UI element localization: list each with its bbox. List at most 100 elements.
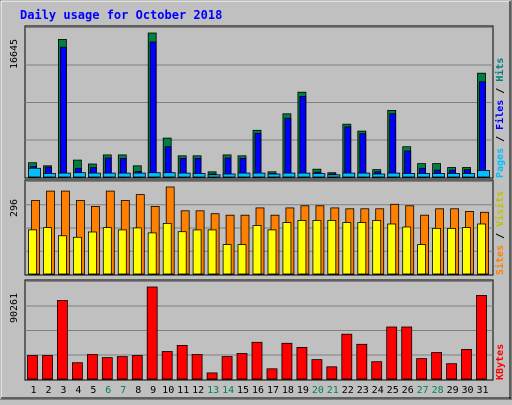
bar-kbytes-kbytes-24 bbox=[371, 361, 383, 380]
ylabel-separator: / bbox=[495, 130, 506, 148]
panel-kbytes: 90261 KBytes bbox=[9, 279, 506, 381]
bar-hits-pages-1 bbox=[28, 167, 41, 178]
bar-hits-pages-27 bbox=[417, 173, 431, 178]
bar-visits-sites-2 bbox=[43, 227, 52, 275]
bar-hits-pages-19 bbox=[297, 172, 311, 178]
bar-hits-pages-12 bbox=[192, 173, 206, 178]
bar-kbytes-kbytes-19 bbox=[296, 346, 308, 380]
bar-hits-files-19 bbox=[299, 96, 307, 178]
x-tick-label-9: 9 bbox=[150, 385, 156, 396]
x-tick-label-27: 27 bbox=[417, 385, 429, 396]
bar-kbytes-kbytes-29 bbox=[446, 363, 458, 380]
x-tick-label-8: 8 bbox=[135, 385, 141, 396]
bar-kbytes-kbytes-31 bbox=[476, 294, 487, 380]
bar-kbytes-kbytes-30 bbox=[461, 348, 472, 380]
bar-visits-sites-23 bbox=[357, 222, 367, 275]
ylabel-separator: / bbox=[495, 82, 506, 100]
bar-kbytes-kbytes-26 bbox=[401, 326, 413, 380]
bar-hits-pages-7 bbox=[117, 172, 131, 178]
bar-hits-pages-14 bbox=[222, 173, 236, 178]
x-tick-label-1: 1 bbox=[30, 385, 36, 396]
bar-hits-files-22 bbox=[344, 126, 352, 178]
x-tick-label-19: 19 bbox=[297, 385, 309, 396]
x-tick-label-21: 21 bbox=[327, 385, 339, 396]
bar-kbytes-kbytes-7 bbox=[116, 356, 128, 380]
bar-hits-files-25 bbox=[389, 113, 397, 178]
bar-kbytes-kbytes-2 bbox=[42, 355, 53, 380]
bar-hits-pages-25 bbox=[387, 172, 401, 178]
bar-kbytes-kbytes-28 bbox=[431, 352, 443, 380]
x-tick-label-25: 25 bbox=[387, 385, 399, 396]
bar-kbytes-kbytes-23 bbox=[356, 343, 368, 380]
bar-hits-pages-3 bbox=[58, 172, 71, 178]
bar-kbytes-kbytes-15 bbox=[236, 353, 248, 380]
x-tick-label-14: 14 bbox=[222, 385, 234, 396]
x-tick-label-16: 16 bbox=[252, 385, 264, 396]
bar-hits-pages-5 bbox=[88, 172, 101, 178]
ylabel-part-pages: Pages bbox=[495, 148, 506, 178]
bar-kbytes-kbytes-16 bbox=[251, 341, 263, 380]
x-tick-label-23: 23 bbox=[357, 385, 369, 396]
bar-kbytes-kbytes-13 bbox=[206, 372, 218, 380]
ylabel-part-kbytes: KBytes bbox=[495, 344, 506, 380]
bar-visits-sites-8 bbox=[132, 227, 142, 275]
x-tick-label-15: 15 bbox=[237, 385, 249, 396]
bar-kbytes-kbytes-22 bbox=[341, 333, 353, 380]
bar-kbytes-kbytes-20 bbox=[311, 359, 323, 380]
bar-hits-pages-24 bbox=[372, 173, 386, 178]
x-axis-labels: 1 2 3 4 5 6 7 8 9 10 11 12 13 14 15 16 17 18 19 20 21 22 23 24 2… bbox=[30, 385, 488, 396]
x-tick-label-18: 18 bbox=[282, 385, 294, 396]
bar-visits-sites-3 bbox=[58, 235, 67, 275]
ylabel-part-hits: Hits bbox=[494, 58, 506, 82]
x-tick-label-10: 10 bbox=[162, 385, 174, 396]
bar-kbytes-kbytes-18 bbox=[281, 342, 293, 380]
bar-visits-sites-15 bbox=[237, 244, 247, 275]
bar-kbytes-kbytes-21 bbox=[326, 366, 338, 380]
bar-hits-pages-8 bbox=[132, 172, 146, 178]
x-tick-label-2: 2 bbox=[45, 385, 51, 396]
bar-visits-sites-28 bbox=[432, 227, 442, 275]
bar-visits-sites-24 bbox=[372, 220, 382, 275]
ylabel-right-visits: Sites / Visits bbox=[494, 191, 506, 275]
bar-visits-sites-18 bbox=[282, 222, 292, 275]
x-tick-label-12: 12 bbox=[192, 385, 204, 396]
bar-visits-sites-20 bbox=[312, 220, 322, 275]
bar-visits-sites-21 bbox=[327, 220, 337, 275]
bar-visits-sites-17 bbox=[267, 229, 277, 275]
bar-kbytes-kbytes-10 bbox=[161, 351, 173, 380]
bar-visits-sites-29 bbox=[447, 227, 457, 275]
bar-visits-sites-13 bbox=[207, 229, 217, 275]
x-tick-label-5: 5 bbox=[90, 385, 96, 396]
bar-hits-files-16 bbox=[254, 132, 262, 178]
bar-hits-pages-28 bbox=[432, 173, 446, 178]
bar-visits-sites-10 bbox=[162, 222, 172, 275]
bar-visits-sites-25 bbox=[387, 223, 397, 275]
bar-visits-sites-27 bbox=[417, 244, 427, 275]
x-tick-label-26: 26 bbox=[402, 385, 414, 396]
bar-hits-pages-15 bbox=[237, 172, 251, 178]
ylabel-part-visits: Visits bbox=[494, 191, 506, 227]
bar-visits-sites-14 bbox=[222, 244, 232, 275]
bar-hits-pages-30 bbox=[462, 173, 475, 178]
bar-hits-pages-16 bbox=[252, 172, 266, 178]
bar-visits-sites-5 bbox=[88, 231, 97, 275]
x-tick-label-3: 3 bbox=[60, 385, 66, 396]
bar-hits-pages-29 bbox=[447, 173, 461, 178]
x-tick-label-7: 7 bbox=[120, 385, 126, 396]
bar-visits-sites-6 bbox=[102, 227, 112, 275]
bar-hits-pages-10 bbox=[162, 172, 176, 178]
bar-hits-pages-6 bbox=[102, 172, 116, 178]
bar-kbytes-kbytes-4 bbox=[72, 362, 83, 380]
x-tick-label-17: 17 bbox=[267, 385, 279, 396]
ymax-label-kbytes: 90261 bbox=[9, 293, 20, 323]
panel-hits: 16645 Pages / Files / Hits bbox=[9, 25, 506, 179]
ylabel-separator: / bbox=[495, 227, 506, 245]
ylabel-part-files: Files bbox=[494, 100, 506, 130]
bar-kbytes-kbytes-3 bbox=[57, 300, 68, 380]
bar-hits-pages-11 bbox=[177, 172, 191, 178]
bar-kbytes-kbytes-6 bbox=[101, 357, 113, 380]
bar-kbytes-kbytes-11 bbox=[176, 344, 188, 380]
